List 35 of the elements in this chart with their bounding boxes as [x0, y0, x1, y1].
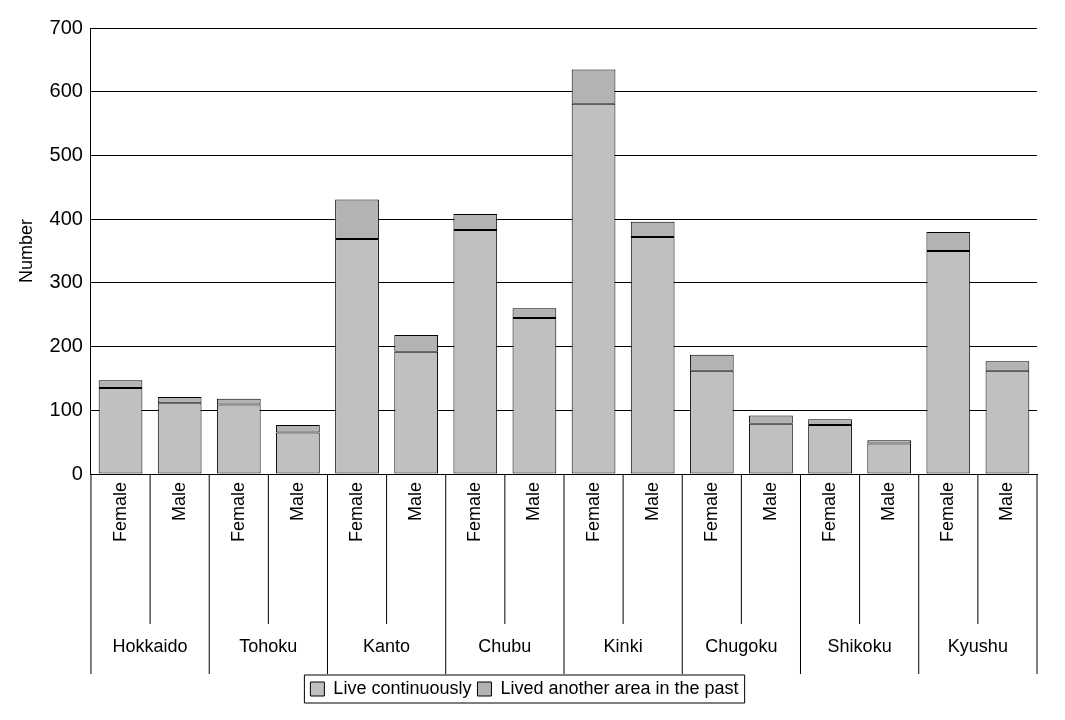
y-tick-label: 0 — [71, 461, 83, 484]
y-axis-title: Number — [15, 218, 36, 284]
y-tick-label: 500 — [49, 142, 83, 165]
y-tick-label: 200 — [49, 334, 83, 357]
x-tick-label: Female — [819, 482, 840, 543]
text: Kinki — [603, 635, 643, 656]
text: Shikoku — [827, 635, 892, 656]
x-tick-label: Male — [168, 482, 189, 522]
text: Tohoku — [239, 635, 298, 656]
text: Chubu — [478, 635, 532, 656]
legend-label: Live continuously — [333, 677, 472, 698]
x-tick-label: Female — [700, 482, 721, 543]
y-tick-label: 100 — [49, 397, 83, 420]
x-tick-label: Female — [109, 482, 130, 543]
x-tick-label: Male — [286, 482, 307, 522]
y-tick-label: 300 — [49, 270, 83, 293]
y-tick-label: 600 — [49, 79, 83, 102]
x-tick-label: Male — [996, 482, 1017, 522]
x-tick-label: Female — [346, 482, 367, 543]
x-tick-label: Male — [878, 482, 899, 522]
x-tick-label: Male — [641, 482, 662, 522]
y-tick-label: 700 — [49, 15, 83, 38]
x-tick-label: Male — [523, 482, 544, 522]
x-tick-label: Female — [227, 482, 248, 543]
y-tick-label: 400 — [49, 206, 83, 229]
text: Chugoku — [705, 635, 778, 656]
x-tick-label: Female — [464, 482, 485, 543]
text: Kanto — [363, 635, 411, 656]
text: Kyushu — [947, 635, 1008, 656]
x-tick-label: Female — [582, 482, 603, 543]
legend-label: Lived another area in the past — [500, 677, 739, 698]
x-tick-label: Male — [759, 482, 780, 522]
x-tick-label: Male — [405, 482, 426, 522]
text: Hokkaido — [112, 635, 188, 656]
x-tick-label: Female — [937, 482, 958, 543]
